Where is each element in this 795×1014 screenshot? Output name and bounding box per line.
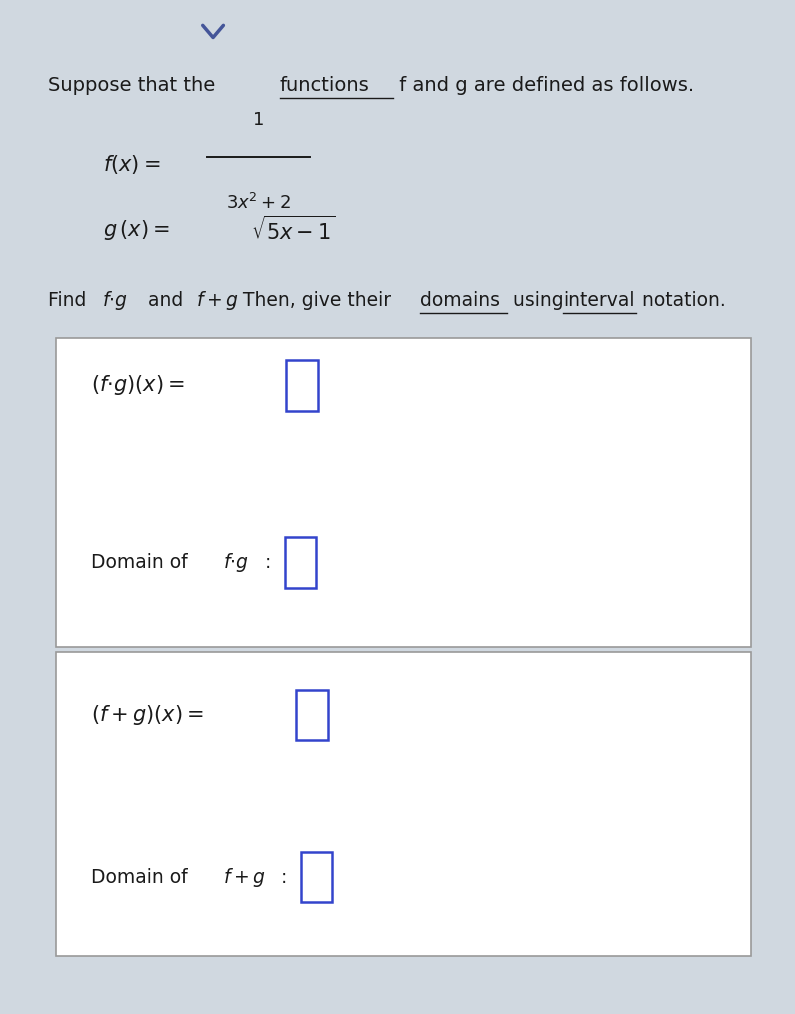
Text: $3x^2+2$: $3x^2+2$ — [226, 193, 291, 213]
Text: f and g are defined as follows.: f and g are defined as follows. — [393, 76, 694, 94]
Text: 1: 1 — [253, 111, 264, 129]
FancyBboxPatch shape — [56, 338, 751, 647]
Text: :: : — [259, 554, 277, 572]
Text: :: : — [275, 868, 293, 886]
Text: Domain of: Domain of — [91, 554, 194, 572]
FancyBboxPatch shape — [285, 537, 316, 588]
Text: $f(x) =$: $f(x) =$ — [103, 153, 161, 175]
Text: $(f{\cdot}g)(x) =$: $(f{\cdot}g)(x) =$ — [91, 373, 185, 397]
FancyBboxPatch shape — [296, 690, 328, 740]
Text: functions: functions — [280, 76, 370, 94]
Text: $\sqrt{5x-1}$: $\sqrt{5x-1}$ — [251, 216, 335, 244]
Text: Find: Find — [48, 291, 92, 309]
Text: and: and — [142, 291, 188, 309]
Text: $(f + g)(x) =$: $(f + g)(x) =$ — [91, 703, 204, 727]
Text: $f{\cdot}g$: $f{\cdot}g$ — [223, 552, 249, 574]
Text: interval: interval — [563, 291, 634, 309]
FancyBboxPatch shape — [286, 360, 318, 411]
Text: $g\,(x) =$: $g\,(x) =$ — [103, 218, 170, 242]
FancyBboxPatch shape — [56, 652, 751, 956]
Text: $f + g$: $f + g$ — [223, 866, 266, 888]
Text: $f+g$: $f+g$ — [196, 289, 239, 311]
Text: . Then, give their: . Then, give their — [231, 291, 397, 309]
Text: Domain of: Domain of — [91, 868, 194, 886]
Text: $f{\cdot}g$: $f{\cdot}g$ — [102, 289, 127, 311]
Text: notation.: notation. — [636, 291, 726, 309]
Text: using: using — [507, 291, 570, 309]
FancyBboxPatch shape — [301, 852, 332, 902]
Text: Suppose that the: Suppose that the — [48, 76, 221, 94]
Text: domains: domains — [420, 291, 500, 309]
